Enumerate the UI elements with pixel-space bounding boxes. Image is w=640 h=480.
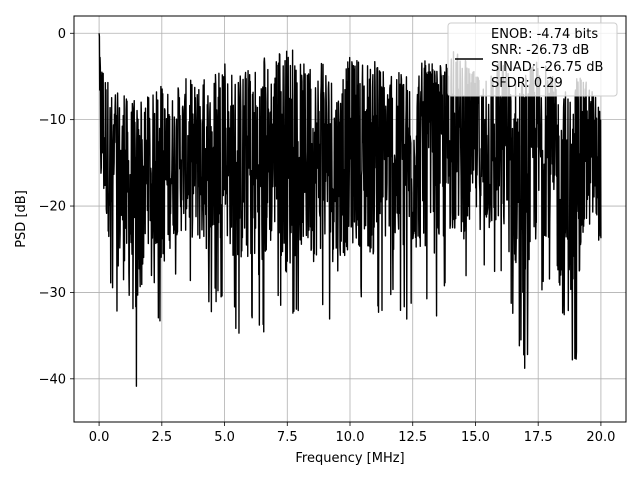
legend-sinad: SINAD: -26.75 dB xyxy=(491,60,603,75)
x-tick-label: 0.0 xyxy=(89,430,110,445)
y-axis-ticks: 0 −10 −20 −30 −40 xyxy=(39,27,74,387)
y-tick-label: −40 xyxy=(39,372,66,387)
x-tick-label: 17.5 xyxy=(524,430,553,445)
y-tick-label: 0 xyxy=(58,27,66,42)
y-tick-label: −30 xyxy=(39,286,66,301)
x-tick-label: 5.0 xyxy=(214,430,235,445)
legend-snr: SNR: -26.73 dB xyxy=(491,43,589,58)
x-tick-label: 12.5 xyxy=(398,430,427,445)
x-tick-label: 20.0 xyxy=(586,430,615,445)
legend-sfdr: SFDR: 0.29 xyxy=(491,76,563,91)
y-tick-label: −20 xyxy=(39,200,66,215)
x-axis-ticks: 0.0 2.5 5.0 7.5 10.0 12.5 15.0 17.5 20.0 xyxy=(89,422,615,445)
x-tick-label: 15.0 xyxy=(461,430,490,445)
x-tick-label: 2.5 xyxy=(151,430,172,445)
y-axis-label: PSD [dB] xyxy=(14,190,29,248)
y-tick-label: −10 xyxy=(39,113,66,128)
legend: ENOB: -4.74 bits SNR: -26.73 dB SINAD: -… xyxy=(447,22,618,97)
legend-enob: ENOB: -4.74 bits xyxy=(491,27,598,42)
legend-box xyxy=(447,22,618,97)
psd-series-line xyxy=(98,33,602,387)
x-tick-label: 10.0 xyxy=(336,430,365,445)
series-layer xyxy=(98,33,602,387)
x-tick-label: 7.5 xyxy=(277,430,298,445)
x-axis-label: Frequency [MHz] xyxy=(295,451,404,466)
